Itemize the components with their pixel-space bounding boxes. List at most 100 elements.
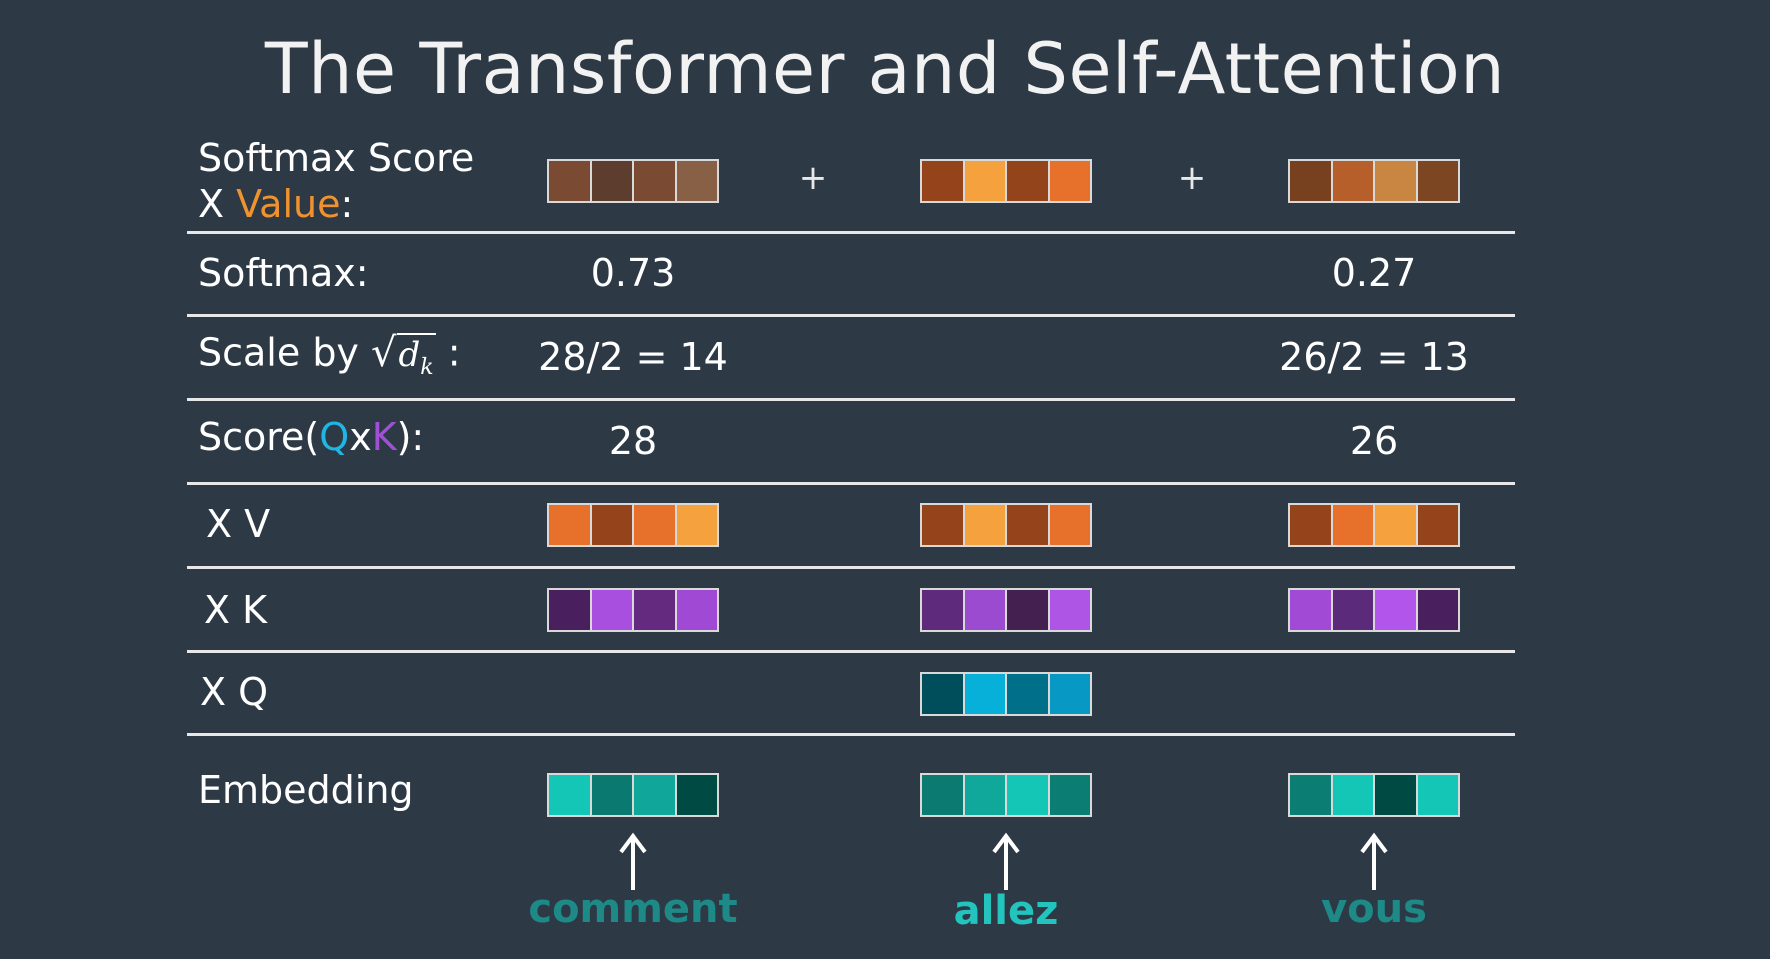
vector-cell (1007, 590, 1050, 630)
vector-cell (591, 505, 634, 545)
vector-cell (1375, 590, 1418, 630)
vector-cell (922, 674, 965, 714)
vector-cell (549, 161, 592, 201)
divider-4 (187, 482, 1515, 485)
vector-cell (1290, 775, 1333, 815)
vector-cell (964, 505, 1007, 545)
xv-label: X V (206, 502, 271, 546)
vector-cell (591, 775, 634, 815)
k-highlight: K (371, 415, 397, 459)
vector-cell (1332, 590, 1375, 630)
arrow-up-icon (992, 832, 1020, 890)
vector-cell (1290, 590, 1333, 630)
divider-3 (187, 398, 1515, 401)
score-label-prefix: Score( (198, 415, 320, 459)
xq-label: X Q (200, 670, 269, 714)
sqrt-body: dk (396, 333, 436, 380)
query-vector-allez (920, 672, 1092, 716)
vector-cell (1007, 775, 1050, 815)
sqrt-k: k (420, 354, 434, 380)
key-vector-allez (920, 588, 1092, 632)
vector-cell (964, 674, 1007, 714)
score-label-suffix: ): (396, 415, 425, 459)
value-highlight: Value (236, 182, 341, 226)
value-vector-vous (1288, 503, 1460, 547)
divider-5 (187, 566, 1515, 569)
vector-cell (964, 775, 1007, 815)
score-label: Score(QxK): (198, 415, 424, 459)
arrow-up-icon (1360, 832, 1388, 890)
vector-cell (549, 505, 592, 545)
softmax-label: Softmax: (198, 251, 369, 295)
scale-label-prefix: Scale by (198, 330, 359, 375)
key-vector-vous (1288, 588, 1460, 632)
value-vector-comment (547, 503, 719, 547)
softmax-value-label-line1: Softmax Score (198, 136, 475, 180)
vector-cell (964, 161, 1007, 201)
sqrt-dk-formula: √dk (371, 330, 436, 380)
embedding-label: Embedding (198, 768, 414, 812)
vector-cell (1007, 505, 1050, 545)
divider-7 (187, 733, 1515, 736)
xk-label: X K (204, 588, 268, 632)
vector-cell (549, 775, 592, 815)
vector-cell (1375, 505, 1418, 545)
vector-cell (1417, 161, 1458, 201)
scale-value-comment: 28/2 = 14 (538, 335, 728, 379)
word-comment: comment (528, 886, 738, 932)
scale-label: Scale by √dk : (198, 330, 461, 380)
vector-cell (1049, 590, 1090, 630)
vector-cell (1049, 161, 1090, 201)
vector-cell (1375, 775, 1418, 815)
word-vous: vous (1321, 886, 1427, 932)
weighted-value-vector-comment (547, 159, 719, 203)
vector-cell (549, 590, 592, 630)
vector-cell (634, 161, 677, 201)
vector-cell (1417, 775, 1458, 815)
vector-cell (922, 775, 965, 815)
vector-cell (591, 590, 634, 630)
page-title: The Transformer and Self-Attention (264, 28, 1506, 110)
score-value-vous: 26 (1349, 419, 1399, 463)
embedding-vector-allez (920, 773, 1092, 817)
value-vector-allez (920, 503, 1092, 547)
score-x: x (349, 415, 372, 459)
divider-6 (187, 650, 1515, 653)
weighted-value-vector-allez (920, 159, 1092, 203)
vector-cell (1332, 775, 1375, 815)
vector-cell (634, 590, 677, 630)
softmax-value-prefix: X (198, 182, 237, 226)
vector-cell (676, 505, 717, 545)
scale-label-suffix: : (447, 330, 461, 375)
vector-cell (1290, 505, 1333, 545)
vector-cell (1007, 674, 1050, 714)
vector-cell (1049, 674, 1090, 714)
vector-cell (1417, 590, 1458, 630)
vector-cell (922, 505, 965, 545)
key-vector-comment (547, 588, 719, 632)
softmax-value-suffix: : (340, 182, 354, 226)
weighted-value-vector-vous (1288, 159, 1460, 203)
vector-cell (1332, 161, 1375, 201)
word-allez: allez (953, 888, 1059, 934)
vector-cell (1049, 505, 1090, 545)
plus-sign-1: + (798, 158, 828, 198)
scale-value-vous: 26/2 = 13 (1279, 335, 1469, 379)
vector-cell (1049, 775, 1090, 815)
plus-sign-2: + (1177, 158, 1207, 198)
vector-cell (964, 590, 1007, 630)
embedding-vector-comment (547, 773, 719, 817)
softmax-value-label-line2: X Value: (198, 181, 474, 227)
divider-2 (187, 314, 1515, 317)
vector-cell (922, 590, 965, 630)
softmax-value-comment: 0.73 (590, 251, 676, 295)
vector-cell (676, 775, 717, 815)
embedding-vector-vous (1288, 773, 1460, 817)
score-value-comment: 28 (608, 419, 658, 463)
arrow-up-icon (619, 832, 647, 890)
vector-cell (1332, 505, 1375, 545)
vector-cell (634, 775, 677, 815)
vector-cell (1290, 161, 1333, 201)
softmax-value-label: Softmax Score X Value: (198, 135, 474, 227)
vector-cell (676, 161, 717, 201)
